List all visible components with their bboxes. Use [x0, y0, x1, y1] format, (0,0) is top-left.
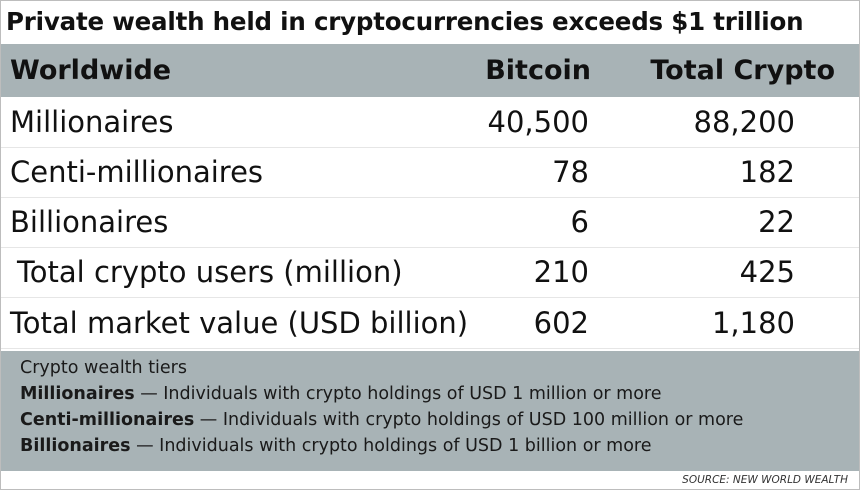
header-worldwide: Worldwide: [10, 55, 172, 86]
tier-note-term: Millionaires: [20, 384, 135, 404]
tier-note: Millionaires — Individuals with crypto h…: [20, 381, 662, 407]
tier-note-text: — Individuals with crypto holdings of US…: [130, 436, 652, 456]
tier-note-term: Centi-millionaires: [20, 410, 195, 430]
table-row: Total crypto users (million) 210 425: [1, 247, 859, 298]
tier-note: Centi-millionaires — Individuals with cr…: [20, 407, 743, 433]
row-label: Total market value (USD billion): [10, 306, 469, 340]
total-crypto-value: 1,180: [711, 306, 795, 340]
bitcoin-value: 210: [533, 255, 589, 289]
row-label: Total crypto users (million): [17, 255, 403, 289]
table-row: Centi-millionaires 78 182: [1, 147, 859, 198]
tier-note-text: — Individuals with crypto holdings of US…: [134, 384, 662, 404]
header-total-crypto: Total Crypto: [650, 55, 835, 86]
total-crypto-value: 22: [758, 205, 795, 239]
page-title: Private wealth held in cryptocurrencies …: [6, 7, 804, 36]
table-row: Billionaires 6 22: [1, 197, 859, 248]
header-bitcoin: Bitcoin: [485, 55, 591, 86]
bitcoin-value: 6: [570, 205, 589, 239]
table-header: Worldwide Bitcoin Total Crypto: [1, 44, 859, 97]
total-crypto-value: 88,200: [693, 105, 795, 139]
row-label: Centi-millionaires: [10, 155, 264, 189]
tier-note-term: Billionaires: [20, 436, 131, 456]
source-credit: SOURCE: NEW WORLD WEALTH: [682, 474, 848, 486]
bitcoin-value: 40,500: [487, 105, 589, 139]
total-crypto-value: 182: [739, 155, 795, 189]
bitcoin-value: 78: [552, 155, 589, 189]
tier-note: Billionaires — Individuals with crypto h…: [20, 433, 652, 459]
row-label: Millionaires: [10, 105, 174, 139]
row-label: Billionaires: [10, 205, 169, 239]
table-row: Total market value (USD billion) 602 1,1…: [1, 298, 859, 349]
bitcoin-value: 602: [533, 306, 589, 340]
tier-notes-panel: Crypto wealth tiers Millionaires — Indiv…: [1, 351, 859, 471]
tier-notes-heading: Crypto wealth tiers: [20, 358, 187, 378]
total-crypto-value: 425: [739, 255, 795, 289]
tier-note-text: — Individuals with crypto holdings of US…: [194, 410, 744, 430]
table-row: Millionaires 40,500 88,200: [1, 97, 859, 148]
